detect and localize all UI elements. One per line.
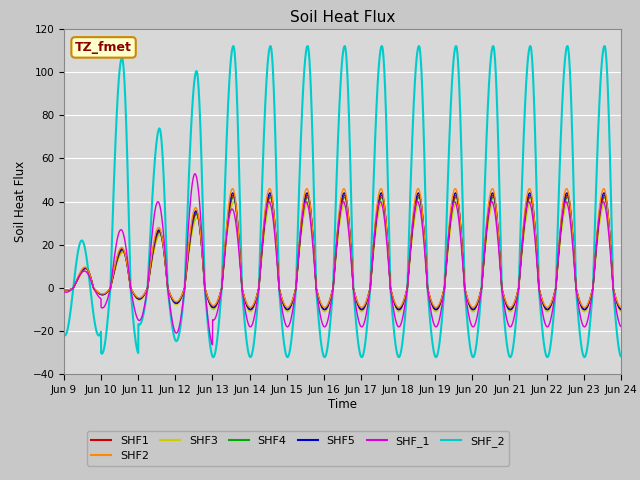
SHF_1 xyxy=(216,297,223,303)
SHF2 xyxy=(216,293,223,299)
SHF5 xyxy=(617,306,625,312)
SHF_2 xyxy=(209,354,217,360)
SHF_2 xyxy=(60,332,68,338)
SHF1 xyxy=(216,294,223,300)
SHF4 xyxy=(246,307,254,312)
SHF_1 xyxy=(179,297,187,303)
SHF_2 xyxy=(564,45,572,50)
SHF4 xyxy=(397,305,404,311)
SHF3 xyxy=(617,309,625,314)
Legend: SHF1, SHF2, SHF3, SHF4, SHF5, SHF_1, SHF_2: SHF1, SHF2, SHF3, SHF4, SHF5, SHF_1, SHF… xyxy=(86,431,509,466)
SHF1 xyxy=(230,192,237,198)
SHF1 xyxy=(617,306,625,312)
SHF2 xyxy=(246,305,254,311)
SHF5 xyxy=(246,307,254,312)
SHF_2 xyxy=(179,300,187,305)
SHF3 xyxy=(246,309,254,315)
SHF3 xyxy=(407,251,415,256)
SHF4 xyxy=(617,306,625,312)
SHF_1 xyxy=(60,289,68,295)
SHF5 xyxy=(60,287,68,293)
X-axis label: Time: Time xyxy=(328,397,357,410)
SHF_1 xyxy=(209,342,216,348)
SHF5 xyxy=(407,243,415,249)
Line: SHF_2: SHF_2 xyxy=(64,46,621,357)
SHF2 xyxy=(179,289,187,295)
SHF5 xyxy=(617,306,625,312)
SHF5 xyxy=(179,289,187,295)
Text: TZ_fmet: TZ_fmet xyxy=(75,41,132,54)
SHF4 xyxy=(179,289,187,295)
SHF_1 xyxy=(617,323,625,329)
SHF5 xyxy=(216,294,223,300)
SHF4 xyxy=(407,247,415,252)
SHF_1 xyxy=(407,243,415,249)
Line: SHF4: SHF4 xyxy=(64,197,621,310)
SHF3 xyxy=(617,309,625,314)
SHF5 xyxy=(397,305,404,311)
SHF2 xyxy=(407,240,415,246)
Line: SHF2: SHF2 xyxy=(64,189,621,308)
SHF2 xyxy=(397,303,404,309)
SHF2 xyxy=(617,304,625,310)
Title: Soil Heat Flux: Soil Heat Flux xyxy=(290,10,395,25)
SHF2 xyxy=(617,304,625,310)
SHF4 xyxy=(230,194,237,200)
SHF_2 xyxy=(407,182,415,188)
SHF_1 xyxy=(397,321,404,327)
SHF1 xyxy=(397,305,404,311)
SHF3 xyxy=(216,294,223,300)
SHF4 xyxy=(216,294,223,300)
SHF_2 xyxy=(216,312,223,318)
SHF_2 xyxy=(230,43,237,49)
SHF2 xyxy=(60,287,68,293)
Line: SHF1: SHF1 xyxy=(64,195,621,310)
SHF3 xyxy=(564,199,572,204)
SHF1 xyxy=(564,193,572,199)
Y-axis label: Soil Heat Flux: Soil Heat Flux xyxy=(14,161,27,242)
SHF_1 xyxy=(617,324,625,329)
SHF4 xyxy=(617,306,625,312)
SHF4 xyxy=(60,287,68,293)
SHF4 xyxy=(564,195,572,201)
SHF3 xyxy=(230,199,238,204)
SHF3 xyxy=(397,307,404,313)
SHF1 xyxy=(179,289,187,295)
SHF1 xyxy=(407,246,415,252)
SHF2 xyxy=(564,189,572,194)
SHF2 xyxy=(228,186,236,192)
SHF1 xyxy=(60,287,68,293)
SHF_2 xyxy=(617,353,625,359)
SHF3 xyxy=(179,289,187,295)
SHF_1 xyxy=(191,171,199,177)
SHF1 xyxy=(246,307,254,312)
SHF_2 xyxy=(397,349,404,355)
SHF5 xyxy=(229,190,237,196)
SHF1 xyxy=(617,306,625,312)
Line: SHF5: SHF5 xyxy=(64,193,621,310)
SHF3 xyxy=(60,288,68,293)
Line: SHF_1: SHF_1 xyxy=(64,174,621,345)
SHF5 xyxy=(564,192,572,198)
SHF_2 xyxy=(617,353,625,359)
SHF_1 xyxy=(564,204,572,209)
Line: SHF3: SHF3 xyxy=(64,202,621,312)
